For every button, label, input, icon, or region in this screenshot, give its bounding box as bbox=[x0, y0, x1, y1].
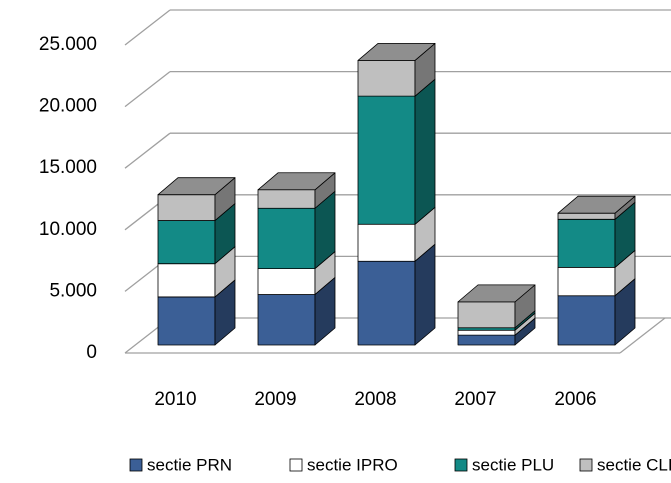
legend-swatch bbox=[454, 458, 468, 472]
bar-front bbox=[357, 260, 416, 346]
bar-top bbox=[457, 284, 536, 303]
bar-front bbox=[157, 220, 216, 265]
bar-segment bbox=[357, 78, 436, 225]
bar-front bbox=[557, 218, 616, 268]
legend-swatch bbox=[129, 458, 143, 472]
x-tick-label: 2007 bbox=[454, 389, 496, 410]
bar-segment bbox=[557, 201, 636, 268]
bar-side bbox=[414, 78, 436, 225]
bar-top bbox=[157, 177, 236, 196]
bar-front bbox=[357, 60, 416, 97]
x-tick-label: 2010 bbox=[154, 389, 196, 410]
bar-front bbox=[457, 334, 516, 346]
bar-segment bbox=[257, 251, 336, 295]
y-tick-label: 0 bbox=[86, 342, 97, 363]
y-tick-label: 5.000 bbox=[49, 280, 97, 301]
bar-front bbox=[557, 212, 616, 220]
y-tick-label: 10.000 bbox=[39, 219, 97, 240]
bar-front bbox=[257, 294, 316, 346]
legend-label: sectie PLU bbox=[472, 455, 554, 474]
bar-front bbox=[557, 295, 616, 346]
grid-line-side bbox=[124, 132, 171, 169]
bar-segment bbox=[557, 249, 636, 297]
bar-segment bbox=[257, 190, 336, 270]
x-tick-label: 2008 bbox=[354, 389, 396, 410]
bar-segment bbox=[157, 203, 236, 265]
bar-segment bbox=[457, 284, 536, 329]
bar-front bbox=[457, 301, 516, 329]
bar-front bbox=[257, 189, 316, 209]
bar-segment bbox=[257, 172, 336, 209]
bar-front bbox=[157, 296, 216, 346]
bar-segment bbox=[157, 177, 236, 221]
bar-front bbox=[157, 263, 216, 298]
bar-front bbox=[557, 266, 616, 297]
bar-segment bbox=[357, 206, 436, 262]
y-tick-label: 20.000 bbox=[39, 96, 97, 117]
bar-front bbox=[257, 268, 316, 295]
x-tick-label: 2006 bbox=[554, 389, 596, 410]
legend-label: sectie IPRO bbox=[307, 455, 398, 474]
bar-top bbox=[357, 43, 436, 61]
bar-front bbox=[357, 223, 416, 262]
grid-line-side bbox=[124, 9, 171, 46]
bar-segment bbox=[357, 43, 436, 97]
bar-front bbox=[357, 95, 416, 225]
grid-line bbox=[124, 9, 671, 46]
bar-segment bbox=[257, 277, 336, 346]
grid-line-side bbox=[124, 71, 171, 108]
legend-label: sectie CLIP bbox=[597, 455, 671, 474]
bar-side bbox=[414, 243, 436, 346]
bar-segment bbox=[557, 195, 636, 220]
bar-front bbox=[257, 207, 316, 270]
floor-edge bbox=[619, 317, 666, 354]
bar-front bbox=[457, 329, 516, 336]
bar-segment bbox=[157, 279, 236, 346]
legend-swatch bbox=[579, 458, 593, 472]
x-tick-label: 2009 bbox=[254, 389, 296, 410]
y-tick-label: 15.000 bbox=[39, 157, 97, 178]
bar-segment bbox=[157, 246, 236, 298]
bar-top bbox=[557, 195, 636, 214]
legend-swatch bbox=[289, 458, 303, 472]
y-tick-label: 25.000 bbox=[39, 34, 97, 55]
bar-top bbox=[257, 172, 336, 191]
legend-label: sectie PRN bbox=[147, 455, 232, 474]
bar-front bbox=[157, 194, 216, 221]
bar-segment bbox=[557, 278, 636, 346]
